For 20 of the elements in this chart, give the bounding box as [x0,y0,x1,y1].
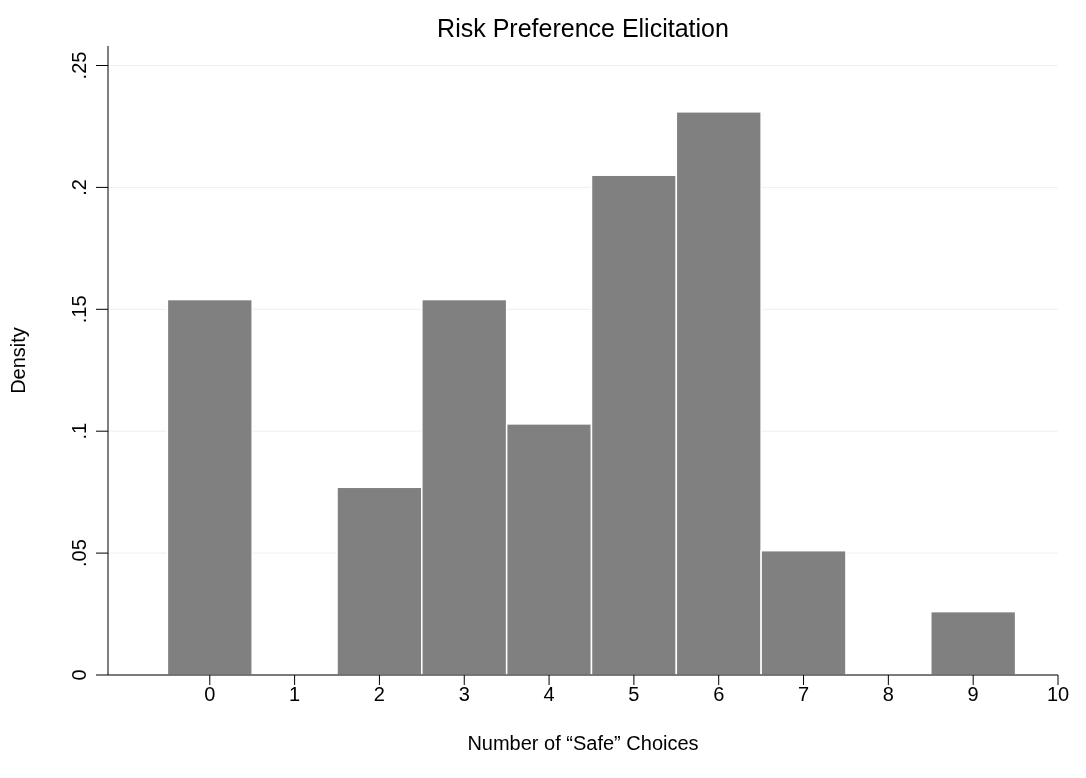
x-tick-label: 8 [882,683,894,706]
y-tick-label: .1 [68,422,90,440]
y-tick-label: 0 [68,669,90,681]
x-tick-label: 4 [543,683,555,706]
x-tick-label: 1 [289,683,301,706]
chart-title: Risk Preference Elicitation [436,14,730,43]
y-tick-label: .05 [68,539,90,568]
x-tick-label: 7 [797,683,810,706]
x-tick-label: 5 [628,683,640,706]
x-tick-label: 6 [713,683,725,706]
y-tick-label: .2 [68,179,90,196]
y-tick-label: .15 [68,295,90,324]
x-tick-label: 2 [373,683,385,706]
x-tick-label: 3 [458,683,470,706]
x-tick-label: 0 [204,683,216,706]
y-tick-label: .25 [68,51,90,80]
x-tick-label: 9 [967,683,979,706]
y-axis-title: Density [7,327,30,394]
x-axis-title: Number of “Safe” Choices [467,732,699,754]
x-tick-label: 10 [1046,683,1070,706]
